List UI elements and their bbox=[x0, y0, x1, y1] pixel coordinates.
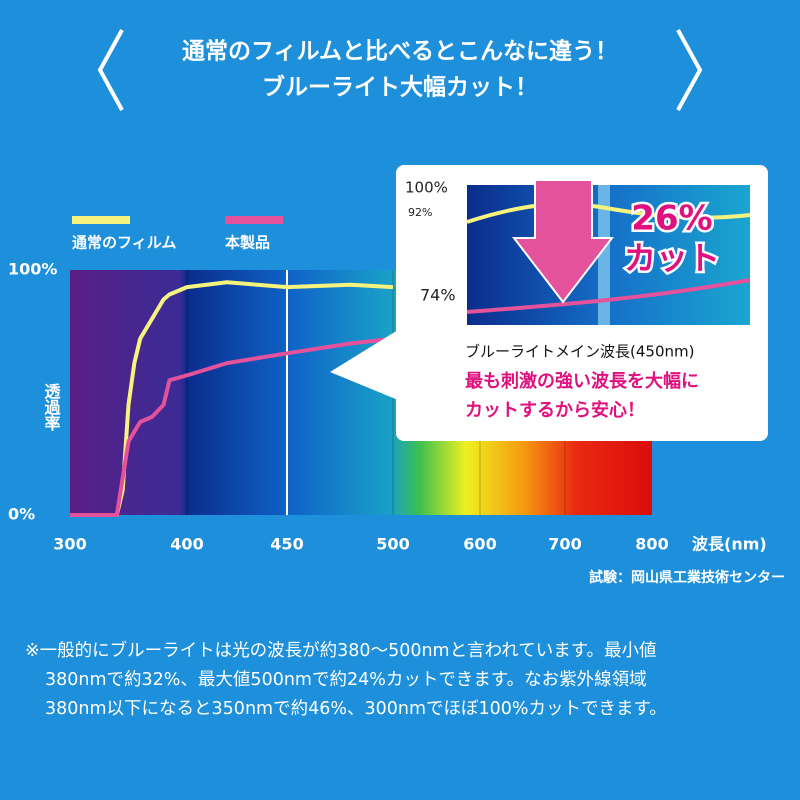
y-tick-label: 0% bbox=[8, 505, 35, 524]
series-line bbox=[70, 336, 394, 517]
note: 380nmで約32%、最大値500nmで約24%カットできます。なお紫外線領域 bbox=[45, 670, 647, 690]
note: ※一般的にブルーライトは光の波長が約380～500nmと言われています。最小値 bbox=[25, 640, 656, 661]
inset-label: 100% bbox=[405, 179, 448, 197]
inset: 100% 92% 74% 26% カット ブルーライトメイン波長(450nm) … bbox=[330, 165, 768, 441]
y-axis-label: 透過率 bbox=[42, 383, 62, 432]
source: 試験：岡山県工業技術センター bbox=[589, 569, 785, 586]
title: ブルーライト大幅カット！ bbox=[262, 74, 538, 101]
title: 通常のフィルムと比べるとこんなに違う！ bbox=[182, 38, 618, 65]
x-tick-label: 450 bbox=[270, 535, 303, 554]
note: 380nm以下になると350nmで約46%、300nmでほぼ100%カットできま… bbox=[45, 699, 667, 719]
inset-highlight bbox=[598, 185, 610, 325]
legend-label: 通常のフィルム bbox=[72, 234, 176, 252]
inset-label: 74% bbox=[420, 286, 456, 305]
inset-caption: ブルーライトメイン波長(450nm) bbox=[465, 343, 694, 361]
cut-arrow bbox=[511, 179, 615, 304]
x-axis-label: 波長(nm) bbox=[692, 535, 767, 554]
bracket bbox=[97, 29, 124, 111]
x-tick-label: 400 bbox=[170, 535, 203, 554]
cut-label: 26% bbox=[631, 199, 712, 239]
x-tick-label: 800 bbox=[635, 535, 668, 554]
x-tick-label: 600 bbox=[463, 535, 496, 554]
inset-product-line bbox=[466, 278, 751, 314]
callout-tail bbox=[330, 330, 398, 400]
y-tick-label: 100% bbox=[8, 260, 57, 279]
bracket bbox=[676, 29, 703, 111]
x-tick-label: 500 bbox=[376, 535, 409, 554]
cut-label: カット bbox=[624, 239, 720, 277]
inset-label: 92% bbox=[408, 206, 432, 219]
inset-message: カットするから安心！ bbox=[465, 399, 645, 421]
x-tick-label: 700 bbox=[548, 535, 581, 554]
legend-label: 本製品 bbox=[225, 234, 270, 252]
inset-message: 最も刺激の強い波長を大幅に bbox=[465, 370, 699, 392]
inset-film-line bbox=[466, 202, 751, 224]
x-tick-label: 300 bbox=[53, 535, 86, 554]
